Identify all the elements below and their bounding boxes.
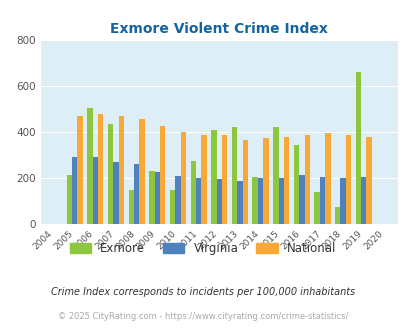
Bar	[319, 177, 324, 224]
Bar	[242, 140, 247, 224]
Bar	[360, 177, 366, 224]
Bar	[313, 192, 319, 224]
Bar	[237, 181, 242, 224]
Bar	[283, 137, 288, 224]
Bar	[324, 133, 330, 224]
Bar	[222, 135, 227, 224]
Bar	[108, 124, 113, 224]
Bar	[180, 132, 185, 224]
Bar	[340, 178, 345, 224]
Bar	[87, 108, 92, 224]
Bar	[366, 137, 371, 224]
Bar	[128, 190, 134, 224]
Bar	[139, 118, 144, 224]
Bar	[134, 164, 139, 224]
Bar	[257, 178, 262, 224]
Bar	[72, 157, 77, 224]
Bar	[273, 127, 278, 224]
Bar	[262, 138, 268, 224]
Bar	[154, 172, 160, 224]
Bar	[118, 116, 124, 224]
Bar	[201, 135, 206, 224]
Bar	[169, 190, 175, 224]
Bar	[298, 175, 304, 224]
Bar	[92, 157, 98, 224]
Bar	[278, 178, 283, 224]
Title: Exmore Violent Crime Index: Exmore Violent Crime Index	[110, 22, 327, 36]
Bar	[293, 145, 298, 224]
Bar	[211, 130, 216, 224]
Bar	[98, 114, 103, 224]
Bar	[149, 171, 154, 224]
Bar	[355, 72, 360, 224]
Bar	[252, 177, 257, 224]
Text: © 2025 CityRating.com - https://www.cityrating.com/crime-statistics/: © 2025 CityRating.com - https://www.city…	[58, 312, 347, 321]
Legend: Exmore, Virginia, National: Exmore, Virginia, National	[65, 237, 340, 260]
Bar	[66, 175, 72, 224]
Bar	[304, 135, 309, 224]
Bar	[160, 125, 165, 224]
Text: Crime Index corresponds to incidents per 100,000 inhabitants: Crime Index corresponds to incidents per…	[51, 287, 354, 297]
Bar	[196, 178, 201, 224]
Bar	[334, 207, 340, 224]
Bar	[175, 176, 180, 224]
Bar	[190, 161, 196, 224]
Bar	[216, 180, 222, 224]
Bar	[113, 162, 118, 224]
Bar	[231, 127, 237, 224]
Bar	[77, 116, 83, 224]
Bar	[345, 135, 350, 224]
